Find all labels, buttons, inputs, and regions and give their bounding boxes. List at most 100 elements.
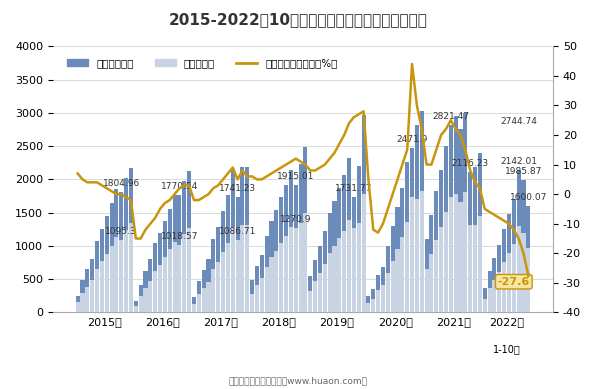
- Bar: [221, 211, 225, 312]
- Bar: [424, 269, 429, 312]
- Bar: [134, 306, 138, 312]
- Bar: [405, 222, 409, 312]
- Bar: [284, 185, 288, 312]
- Bar: [352, 228, 356, 312]
- Bar: [347, 158, 351, 312]
- Bar: [158, 265, 162, 312]
- Bar: [279, 197, 283, 312]
- Bar: [206, 259, 210, 312]
- Bar: [449, 125, 453, 312]
- Bar: [337, 238, 342, 312]
- Bar: [245, 224, 249, 312]
- Bar: [473, 225, 477, 312]
- Bar: [342, 175, 346, 312]
- Bar: [483, 288, 487, 312]
- Text: 1086.71: 1086.71: [219, 227, 256, 236]
- Bar: [124, 230, 128, 312]
- Text: 1018.57: 1018.57: [161, 232, 198, 241]
- Bar: [526, 206, 530, 312]
- Bar: [299, 223, 303, 312]
- Bar: [206, 282, 210, 312]
- Bar: [95, 241, 99, 312]
- Bar: [148, 280, 153, 312]
- Bar: [497, 272, 501, 312]
- Bar: [250, 280, 254, 312]
- Bar: [473, 167, 477, 312]
- Bar: [192, 297, 196, 312]
- Bar: [454, 116, 458, 312]
- Bar: [458, 202, 462, 312]
- Bar: [167, 249, 172, 312]
- Bar: [522, 180, 526, 312]
- Bar: [158, 233, 162, 312]
- Bar: [294, 185, 298, 312]
- Bar: [303, 147, 308, 312]
- Bar: [362, 116, 365, 312]
- Bar: [429, 254, 433, 312]
- Bar: [85, 269, 89, 312]
- Bar: [167, 209, 172, 312]
- Bar: [463, 192, 467, 312]
- Bar: [105, 216, 109, 312]
- Bar: [401, 237, 405, 312]
- Bar: [269, 257, 274, 312]
- Bar: [274, 210, 278, 312]
- Bar: [187, 228, 191, 312]
- Text: 制图：华经产业研究院（www.huaon.com）: 制图：华经产业研究院（www.huaon.com）: [228, 376, 368, 385]
- Bar: [197, 280, 201, 312]
- Bar: [76, 296, 80, 312]
- Bar: [468, 172, 472, 312]
- Bar: [85, 287, 89, 312]
- Bar: [517, 226, 521, 312]
- Bar: [76, 302, 80, 312]
- Bar: [226, 243, 230, 312]
- Bar: [376, 290, 380, 312]
- Bar: [139, 284, 142, 312]
- Bar: [235, 240, 240, 312]
- Bar: [512, 199, 516, 312]
- Bar: [410, 197, 414, 312]
- Bar: [299, 164, 303, 312]
- Bar: [119, 240, 123, 312]
- Text: 1-10月: 1-10月: [493, 344, 520, 354]
- Text: 1600.07: 1600.07: [510, 193, 547, 202]
- Bar: [187, 171, 191, 312]
- Bar: [381, 285, 385, 312]
- Bar: [395, 249, 399, 312]
- Bar: [124, 178, 128, 312]
- Bar: [153, 271, 157, 312]
- Text: 2744.74: 2744.74: [500, 117, 537, 126]
- Bar: [144, 288, 148, 312]
- Bar: [90, 280, 94, 312]
- Bar: [240, 225, 244, 312]
- Bar: [172, 194, 176, 312]
- Bar: [415, 199, 419, 312]
- Bar: [454, 194, 458, 312]
- Bar: [100, 261, 104, 312]
- Bar: [245, 167, 249, 312]
- Bar: [153, 243, 157, 312]
- Bar: [517, 170, 521, 312]
- Bar: [424, 239, 429, 312]
- Bar: [303, 213, 308, 312]
- Bar: [390, 226, 395, 312]
- Bar: [250, 294, 254, 312]
- Text: 1095.3: 1095.3: [105, 226, 137, 236]
- Bar: [507, 214, 511, 312]
- Bar: [240, 167, 244, 312]
- Bar: [492, 280, 496, 312]
- Bar: [182, 181, 187, 312]
- Text: 2471.9: 2471.9: [396, 135, 428, 144]
- Bar: [342, 231, 346, 312]
- Bar: [386, 273, 390, 312]
- Bar: [333, 202, 337, 312]
- Legend: 房地产投资额, 住宅投资额, 房地产投资额增速（%）: 房地产投资额, 住宅投资额, 房地产投资额增速（%）: [63, 54, 342, 72]
- Bar: [163, 257, 167, 312]
- Bar: [323, 231, 327, 312]
- Bar: [313, 281, 317, 312]
- Text: 1985.87: 1985.87: [505, 167, 542, 176]
- Bar: [497, 245, 501, 312]
- Bar: [492, 258, 496, 312]
- Bar: [367, 303, 371, 312]
- Text: 2015-2022年10月贵州房地产投资额及住宅投资额: 2015-2022年10月贵州房地产投资额及住宅投资额: [169, 12, 427, 27]
